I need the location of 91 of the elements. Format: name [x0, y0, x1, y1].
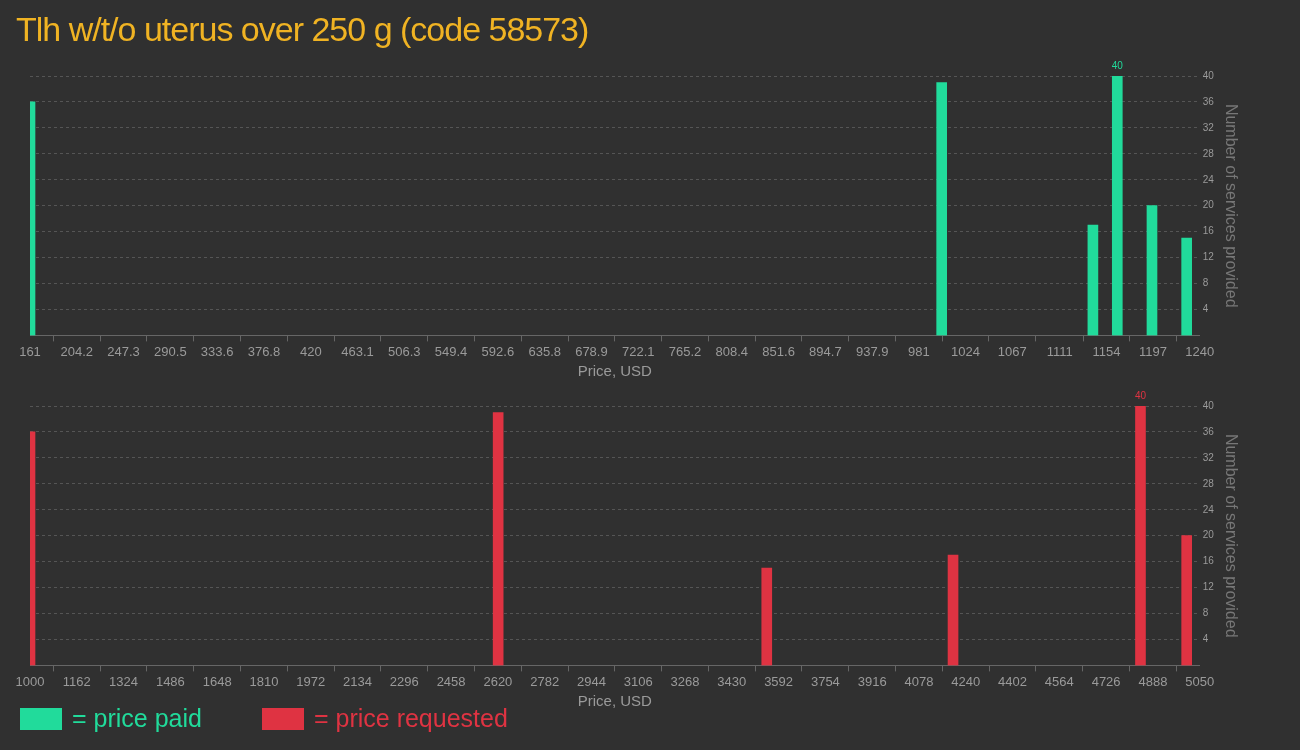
x-tick-label: 1154 — [1092, 343, 1121, 359]
x-tick-label: 549.4 — [434, 343, 468, 359]
x-tick-label: 1486 — [155, 673, 185, 689]
x-tick-label: 463.1 — [341, 343, 374, 359]
x-tick-label: 4078 — [904, 673, 934, 689]
x-tick-label: 1324 — [109, 673, 139, 689]
y-tick-label: 36 — [1202, 95, 1215, 107]
bar — [1087, 224, 1099, 336]
y-tick-label: 32 — [1202, 121, 1215, 133]
y-tick-label: 12 — [1202, 251, 1215, 263]
x-tick-label: 2296 — [389, 673, 419, 689]
x-tick-label: 1972 — [296, 673, 326, 689]
x-tick-label: 981 — [908, 343, 930, 359]
x-tick-label: 376.8 — [247, 343, 281, 359]
x-tick-label: 592.6 — [481, 343, 515, 359]
x-tick-label: 722.1 — [621, 343, 655, 359]
y-tick-label: 40 — [1202, 399, 1215, 411]
x-tick-label: 894.7 — [809, 343, 842, 359]
x-tick-label: 161 — [19, 343, 41, 359]
legend-label: = price requested — [313, 704, 508, 733]
x-tick-label: 2458 — [436, 673, 466, 689]
x-tick-label: 1240 — [1185, 343, 1215, 359]
x-tick-label: 4402 — [998, 673, 1027, 689]
x-tick-label: 3592 — [764, 673, 794, 689]
x-tick-label: 3916 — [857, 673, 887, 689]
bar — [1146, 205, 1158, 336]
x-tick-label: 2782 — [530, 673, 560, 689]
x-tick-label: 808.4 — [715, 343, 749, 359]
data-label: 40 — [1111, 59, 1124, 71]
y-tick-label: 4 — [1202, 303, 1209, 315]
x-tick-label: 420 — [299, 343, 322, 359]
x-tick-label: 937.9 — [855, 343, 889, 359]
data-label: 40 — [1134, 389, 1147, 401]
x-tick-label: 5050 — [1185, 673, 1215, 689]
chart-title: Tlh w/t/o uterus over 250 g (code 58573) — [16, 10, 589, 49]
x-tick-label: 3754 — [810, 673, 840, 689]
x-tick-label: 1197 — [1139, 343, 1168, 359]
y-tick-label: 32 — [1202, 451, 1215, 463]
y-tick-label: 40 — [1202, 69, 1215, 81]
y-tick-label: 36 — [1202, 425, 1215, 437]
x-tick-label: 3268 — [670, 673, 700, 689]
x-tick-label: 290.5 — [154, 343, 187, 359]
bar — [1135, 406, 1146, 666]
y-tick-label: 8 — [1202, 607, 1209, 619]
y-tick-label: 8 — [1202, 277, 1209, 289]
y-tick-label: 24 — [1202, 503, 1215, 515]
x-tick-label: 1000 — [15, 673, 45, 689]
x-tick-label: 1024 — [951, 343, 980, 359]
x-tick-label: 765.2 — [668, 343, 702, 359]
y-axis-title: Number of services provided — [1222, 103, 1240, 308]
x-tick-label: 4888 — [1138, 673, 1168, 689]
y-tick-label: 24 — [1202, 173, 1215, 185]
x-tick-label: 3430 — [717, 673, 747, 689]
y-axis-title: Number of services provided — [1222, 433, 1240, 638]
bar — [492, 412, 504, 666]
x-tick-label: 506.3 — [388, 343, 421, 359]
bar — [947, 554, 959, 666]
x-axis-title: Price, USD — [577, 362, 653, 380]
x-tick-label: 635.8 — [528, 343, 561, 359]
y-tick-label: 4 — [1202, 633, 1209, 645]
x-tick-label: 4564 — [1044, 673, 1074, 689]
bar — [1181, 237, 1192, 336]
x-tick-label: 247.3 — [107, 343, 140, 359]
x-tick-label: 4240 — [951, 673, 981, 689]
x-tick-label: 4726 — [1091, 673, 1121, 689]
x-tick-label: 333.6 — [200, 343, 234, 359]
x-tick-label: 1162 — [62, 673, 91, 689]
x-tick-label: 2620 — [483, 673, 513, 689]
x-tick-label: 1810 — [249, 673, 279, 689]
x-tick-label: 1111 — [1046, 343, 1073, 359]
bar — [1181, 535, 1193, 666]
y-tick-label: 16 — [1202, 225, 1215, 237]
bar — [936, 82, 948, 336]
y-tick-label: 12 — [1202, 581, 1215, 593]
y-tick-label: 28 — [1202, 477, 1215, 489]
legend-label: = price paid — [72, 704, 202, 733]
y-tick-label: 28 — [1202, 147, 1215, 159]
y-tick-label: 20 — [1202, 529, 1215, 541]
x-tick-label: 851.6 — [762, 343, 795, 359]
x-axis-title: Price, USD — [577, 692, 653, 710]
x-tick-label: 1067 — [997, 343, 1027, 359]
bar — [761, 567, 773, 666]
x-tick-label: 3106 — [623, 673, 653, 689]
x-tick-label: 204.2 — [60, 343, 94, 359]
y-tick-label: 16 — [1202, 555, 1215, 567]
x-tick-label: 2944 — [576, 673, 606, 689]
x-tick-label: 2134 — [343, 673, 372, 689]
x-tick-label: 1648 — [202, 673, 232, 689]
x-tick-label: 678.9 — [575, 343, 608, 359]
y-tick-label: 20 — [1202, 199, 1215, 211]
bar — [1111, 76, 1123, 336]
